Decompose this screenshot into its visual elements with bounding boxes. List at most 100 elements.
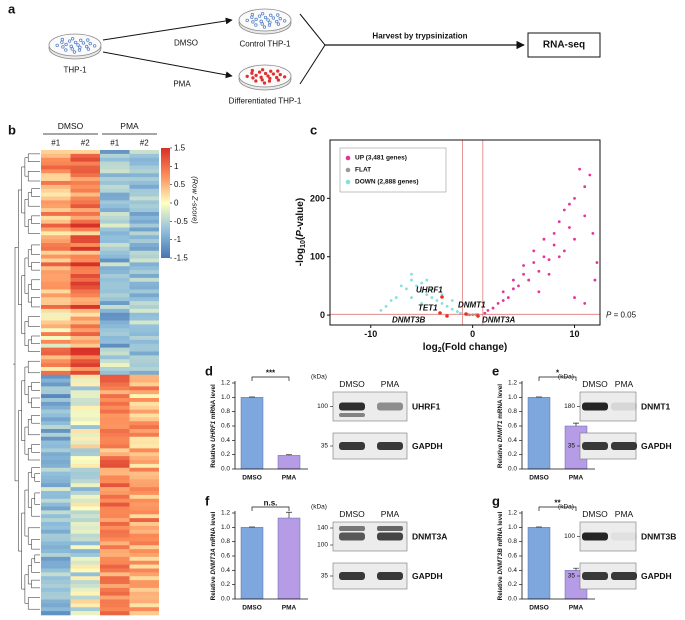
heatmap-cell [100,494,130,500]
heatmap-cell [41,467,71,472]
cell [271,72,276,76]
bar [527,527,551,600]
heatmap-cell [41,173,71,178]
heatmap-cell [41,553,71,558]
cell [267,23,272,27]
band [377,532,403,541]
cell [245,18,249,23]
cell [86,47,91,51]
heatmap-cell [129,293,159,298]
heatmap-cell [70,436,100,441]
label-part: mRNA level [497,384,504,421]
band [339,532,365,541]
cell [86,38,90,42]
heatmap-cell [70,161,100,166]
y-tick-label: 0.4 [221,567,230,574]
axes [521,511,595,600]
point [562,208,566,212]
x-tick-label: 10 [570,329,580,339]
heatmap-cell [70,254,100,259]
point [511,278,515,282]
heatmap-cell [100,398,130,403]
heatmap-cell [100,150,130,155]
heatmap-cell [100,541,130,546]
point [537,290,541,294]
heatmap-cell [70,514,100,519]
cell [260,12,265,16]
bar [240,527,264,600]
lane-label: DMSO [582,509,608,519]
label-part: -log [295,248,306,266]
heatmap-cell [41,483,71,488]
heatmap-cell [70,401,100,407]
heatmap-cell [129,506,159,511]
band [582,402,608,411]
heatmap-cell [129,394,159,399]
colorbar-tick-label: 0 [174,199,179,208]
heatmap-cell [41,564,71,569]
heatmap-cell [70,533,100,538]
label-part: P [606,310,612,319]
cell [73,40,78,45]
protein-label: DNMT3B [641,532,676,542]
cell [278,73,282,77]
point [537,269,541,273]
heatmap-cell [41,153,71,159]
axes [234,381,308,470]
heatmap-cell [41,390,71,395]
heatmap-cell [129,591,159,596]
heatmap-cell [129,417,159,422]
marker-label: 35 [321,573,329,580]
bar [277,517,301,600]
unit-label: (kDa) [558,504,574,511]
sig-bracket [251,506,290,511]
heatmap-cell [100,545,130,550]
heatmap-cell [41,312,71,317]
point [573,296,576,299]
heatmap-cell [70,560,100,565]
heatmap-cell [41,525,71,531]
heatmap-cell [41,514,71,519]
axis-label: Relative DNMT1 mRNA level [497,384,504,468]
protein-label: DNMT3A [412,532,447,542]
heatmap-cell [129,436,159,441]
cell [275,75,279,80]
cell [278,17,282,21]
heatmap-cell [100,339,130,345]
heatmap-cell [129,498,159,503]
point [547,258,551,262]
point [394,296,398,299]
heatmap-cell [41,235,71,240]
band [339,526,365,531]
heatmap-cell [129,150,159,155]
heatmap-cell [129,522,159,527]
heatmap-cell [100,301,130,306]
point [420,281,424,285]
band [339,402,365,411]
band [611,442,637,450]
heatmap-cell [41,301,71,306]
heatmap-cell [100,262,130,267]
heatmap-cell [41,545,71,550]
heatmap-cell [70,587,100,593]
cell [266,74,270,78]
heatmap-cell [129,518,159,523]
heatmap-cell [41,219,71,224]
heatmap-cell [70,297,100,302]
heatmap-cell [100,153,130,159]
heatmap-cell [129,266,159,271]
heatmap-cell [70,266,100,271]
panel-label: c [310,123,317,138]
heatmap-cell [70,363,100,368]
heatmap-cell [41,533,71,538]
heatmap-cell [41,429,71,434]
point [532,249,536,253]
heatmap-cell [129,487,159,492]
heatmap-cell [100,518,130,523]
cell [271,16,276,20]
heatmap-cell [100,177,130,182]
heatmap-cell [41,611,71,616]
point [583,302,587,305]
label: RNA-seq [543,40,585,51]
cell [260,68,265,72]
